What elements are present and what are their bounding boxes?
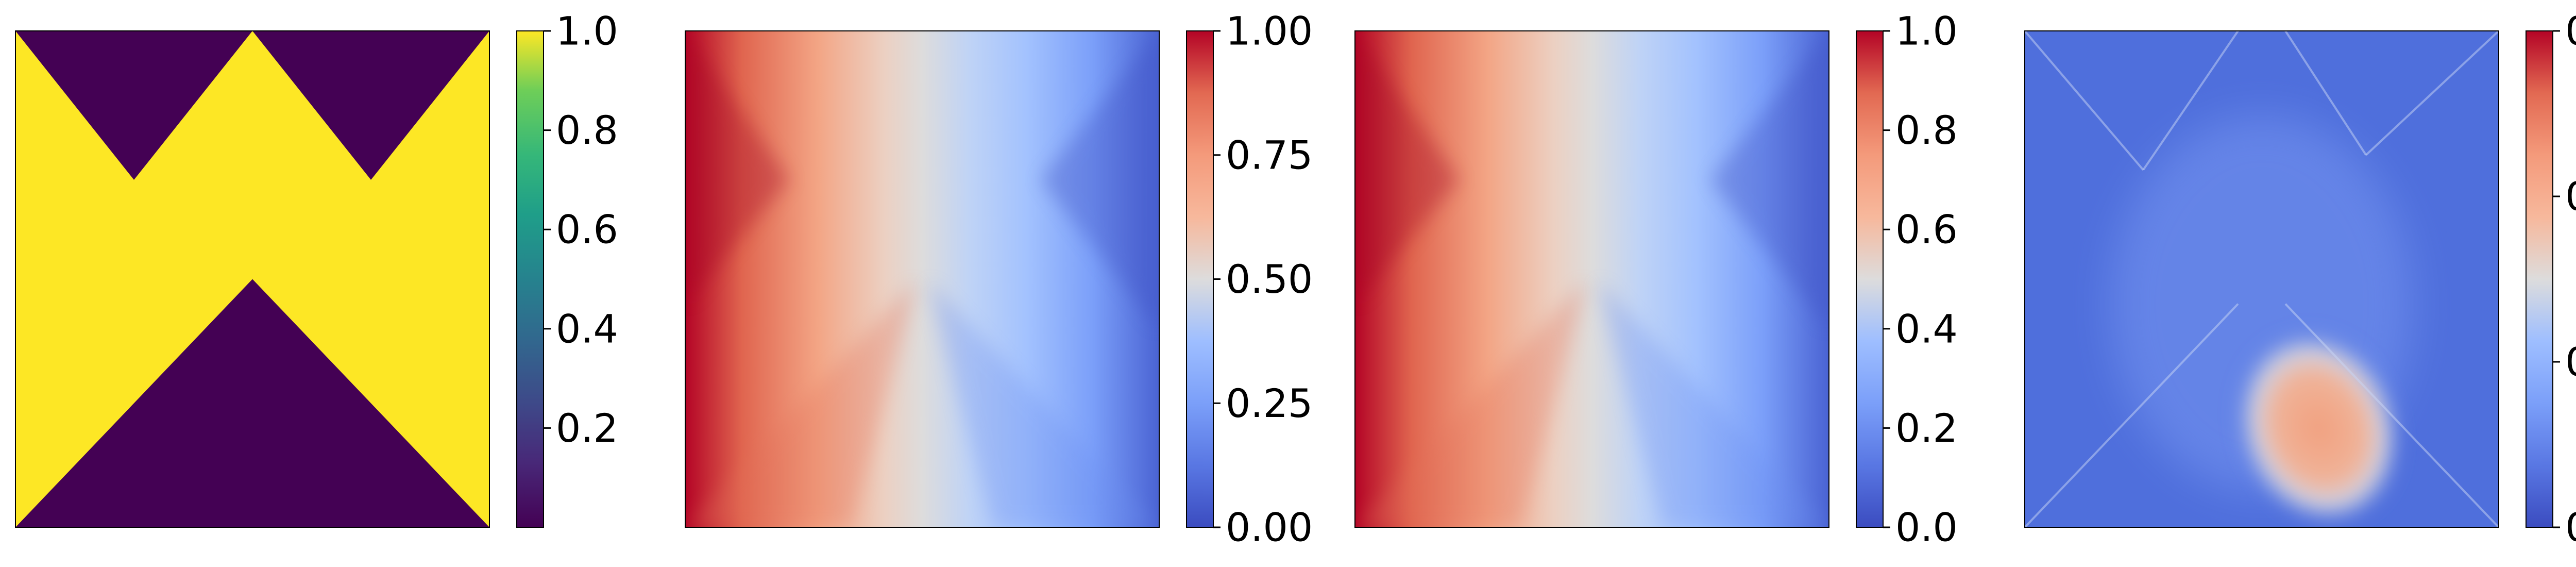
colorbar-tick-label: 0.4 (1895, 306, 1958, 352)
artifact-line-3 (2284, 31, 2367, 156)
artifact-line-6 (2284, 303, 2499, 527)
colorbar-tick-label: 0.00 (2565, 505, 2576, 551)
field-shade-bottom-left (685, 279, 917, 527)
colorbar-tick-label: 0.2 (556, 405, 618, 451)
colorbar-tick-label: 0.00 (1226, 505, 1313, 551)
heatmap-image-4 (2025, 31, 2499, 527)
colorbar-frame (516, 30, 544, 528)
colorbar-tick-label: 1.00 (1226, 8, 1313, 54)
artifact-line-5 (2025, 303, 2239, 527)
field-shade-bottom-right (927, 279, 1159, 527)
artifact-line-2 (2142, 31, 2239, 171)
colorbar-1: 0.2 0.4 0.6 0.8 1.0 (516, 8, 618, 528)
colorbar-gradient (1856, 31, 1883, 527)
plot-frame-3 (1354, 30, 1829, 528)
colorbar-tick-label: 0.25 (1226, 380, 1313, 426)
plot-frame-1 (15, 30, 490, 528)
error-peak-region (2235, 330, 2402, 526)
colorbar-3: 0.0 0.2 0.4 0.6 0.8 1.0 (1856, 8, 1958, 551)
mask-shape-w (15, 31, 489, 527)
field-shade-bottom-left (1355, 279, 1587, 527)
panel-1: 0.2 0.4 0.6 0.8 1.0 (15, 8, 618, 528)
panel-3: 0.0 0.2 0.4 0.6 0.8 1.0 (1354, 8, 1958, 551)
colorbar-tick-label: 0.50 (1226, 256, 1313, 302)
colorbar-gradient (2526, 31, 2553, 527)
colorbar-frame (1856, 30, 1884, 528)
heatmap-image-3 (1355, 31, 1829, 527)
panel-4: 0.00 0.05 0.10 0.15 (2024, 8, 2576, 551)
colorbar-tick-label: 0.8 (1895, 107, 1958, 153)
heatmap-image-2 (685, 31, 1159, 527)
field-shade-top-right (1710, 31, 1829, 329)
artifact-line-4 (2365, 31, 2499, 156)
colorbar-tick-label: 0.6 (556, 207, 618, 253)
heatmap-image-1 (15, 31, 489, 527)
colorbar-tick-label: 0.6 (1895, 207, 1958, 253)
colorbar-tick-label: 0.10 (2565, 174, 2576, 220)
colorbar-gradient (1187, 31, 1213, 527)
colorbar-tick-label: 0.75 (1226, 132, 1313, 178)
colorbar-4: 0.00 0.05 0.10 0.15 (2526, 8, 2576, 551)
colorbar-tick-label: 1.0 (556, 8, 618, 54)
plot-frame-4 (2024, 30, 2499, 528)
colorbar-tick-label: 0.15 (2565, 8, 2576, 54)
colorbar-tick-label: 0.05 (2565, 339, 2576, 385)
field-shade-top-left (685, 31, 790, 304)
colorbar-2: 0.00 0.25 0.50 0.75 1.00 (1186, 8, 1313, 551)
colorbar-tick-label: 0.8 (556, 107, 618, 153)
colorbar-tick-label: 0.2 (1895, 405, 1958, 451)
artifact-line-1 (2025, 31, 2144, 171)
colorbar-tick-label: 0.4 (556, 306, 618, 352)
colorbar-gradient (517, 31, 544, 527)
panel-2: 0.00 0.25 0.50 0.75 1.00 (685, 8, 1313, 551)
field-shade-top-left (1355, 31, 1460, 304)
colorbar-tick-label: 1.0 (1895, 8, 1958, 54)
plot-frame-2 (685, 30, 1160, 528)
field-shade-top-right (1041, 31, 1159, 329)
field-shade-bottom-right (1597, 279, 1829, 527)
colorbar-frame (2526, 30, 2553, 528)
colorbar-tick-label: 0.0 (1895, 505, 1958, 551)
